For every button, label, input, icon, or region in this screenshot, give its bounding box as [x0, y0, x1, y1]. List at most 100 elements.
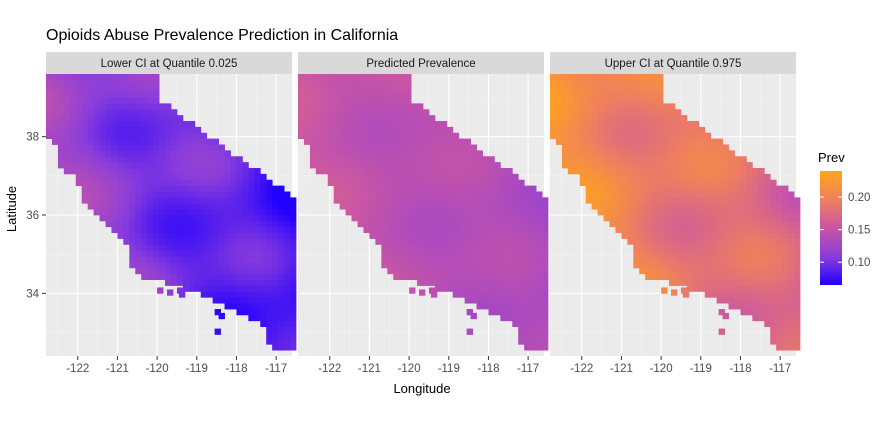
heatmap-cell	[680, 162, 688, 169]
heatmap-cell	[315, 74, 323, 81]
legend-tick-label: 0.15	[848, 225, 870, 237]
heatmap-cell	[272, 320, 279, 328]
heatmap-cell	[740, 244, 747, 251]
heatmap-cell	[561, 91, 569, 98]
heatmap-cell	[242, 197, 249, 204]
heatmap-cell	[633, 226, 640, 234]
heatmap-cell	[609, 97, 616, 104]
heatmap-cell	[369, 74, 376, 81]
heatmap-cell	[206, 173, 214, 181]
heatmap-cell	[645, 138, 652, 145]
heatmap-cell	[645, 85, 652, 93]
x-tick-label: -119	[690, 363, 712, 375]
heatmap-cell	[597, 97, 604, 104]
heatmap-cell	[764, 262, 771, 269]
heatmap-cell	[680, 179, 688, 187]
heatmap-cell	[464, 203, 471, 210]
heatmap-cell	[224, 297, 231, 304]
heatmap-cell	[718, 309, 725, 316]
heatmap-cell	[794, 309, 801, 316]
heatmap-cell	[194, 132, 202, 140]
heatmap-cell	[182, 173, 190, 181]
panel-strip-title: Upper CI at Quantile 0.975	[605, 58, 742, 70]
heatmap-cell	[728, 215, 735, 222]
heatmap-cell	[591, 85, 599, 93]
heatmap-cell	[518, 267, 525, 275]
heatmap-cell	[176, 132, 184, 140]
heatmap-cell	[321, 132, 329, 140]
heatmap-cell	[111, 215, 118, 222]
heatmap-cell	[734, 244, 741, 251]
heatmap-cell	[69, 85, 77, 93]
heatmap-cell	[434, 244, 442, 251]
heatmap-cell	[698, 162, 706, 169]
heatmap-cell	[645, 203, 652, 210]
heatmap-cell	[242, 209, 249, 216]
heatmap-cell	[129, 91, 136, 98]
heatmap-cell	[375, 185, 382, 192]
heatmap-cell	[518, 238, 525, 245]
heatmap-cell	[639, 115, 646, 122]
heatmap-cell	[212, 238, 219, 245]
heatmap-cell	[75, 115, 83, 122]
heatmap-cell	[129, 209, 136, 216]
heatmap-cell	[351, 173, 358, 181]
heatmap-cell	[57, 150, 65, 157]
heatmap-cell	[129, 162, 136, 169]
heatmap-cell	[375, 209, 382, 216]
heatmap-cell	[123, 79, 130, 87]
heatmap-cell	[266, 314, 273, 322]
heatmap-cell	[627, 74, 634, 81]
heatmap-cell	[542, 250, 549, 257]
heatmap-cell	[99, 191, 106, 198]
heatmap-cell	[657, 126, 664, 134]
heatmap-cell	[482, 156, 489, 163]
heatmap-cell	[488, 168, 495, 175]
heatmap-cell	[794, 332, 801, 339]
heatmap-cell	[722, 150, 729, 157]
heatmap-cell	[561, 144, 569, 151]
heatmap-cell	[440, 220, 448, 228]
heatmap-cell	[488, 244, 495, 251]
heatmap-cell	[272, 309, 279, 316]
heatmap-cell	[123, 91, 130, 98]
heatmap-cell	[764, 173, 771, 181]
heatmap-cell	[686, 197, 694, 204]
heatmap-cell	[579, 132, 587, 140]
heatmap-cell	[597, 173, 604, 181]
heatmap-cell	[758, 262, 765, 269]
heatmap-cell	[446, 191, 454, 198]
heatmap-cell	[794, 232, 801, 239]
heatmap-cell	[674, 150, 682, 157]
heatmap-cell	[752, 285, 759, 292]
heatmap-cell	[399, 97, 406, 104]
heatmap-cell	[746, 303, 753, 310]
heatmap-cell	[46, 109, 53, 116]
heatmap-cell	[752, 244, 759, 251]
heatmap-cell	[153, 121, 160, 128]
heatmap-cell	[339, 79, 347, 87]
heatmap-cell	[129, 79, 136, 87]
heatmap-cell	[363, 126, 370, 134]
heatmap-cell	[512, 267, 519, 275]
heatmap-cell	[369, 220, 376, 228]
heatmap-cell	[776, 244, 783, 251]
heatmap-cell	[375, 109, 382, 116]
heatmap-cell	[686, 191, 694, 198]
heatmap-cell	[393, 85, 400, 93]
heatmap-cell	[290, 344, 297, 351]
heatmap-cell	[194, 220, 202, 228]
heatmap-cell	[663, 244, 670, 251]
heatmap-cell	[633, 179, 640, 187]
heatmap-cell	[434, 215, 442, 222]
heatmap-cell	[579, 126, 587, 134]
heatmap-cell	[399, 156, 406, 163]
heatmap-cell	[680, 197, 688, 204]
heatmap-cell	[782, 226, 789, 234]
heatmap-cell	[278, 285, 285, 292]
heatmap-cell	[194, 203, 202, 210]
heatmap-cell	[224, 238, 231, 245]
heatmap-cell	[518, 191, 525, 198]
heatmap-cell	[663, 132, 670, 140]
heatmap-cell	[758, 309, 765, 316]
